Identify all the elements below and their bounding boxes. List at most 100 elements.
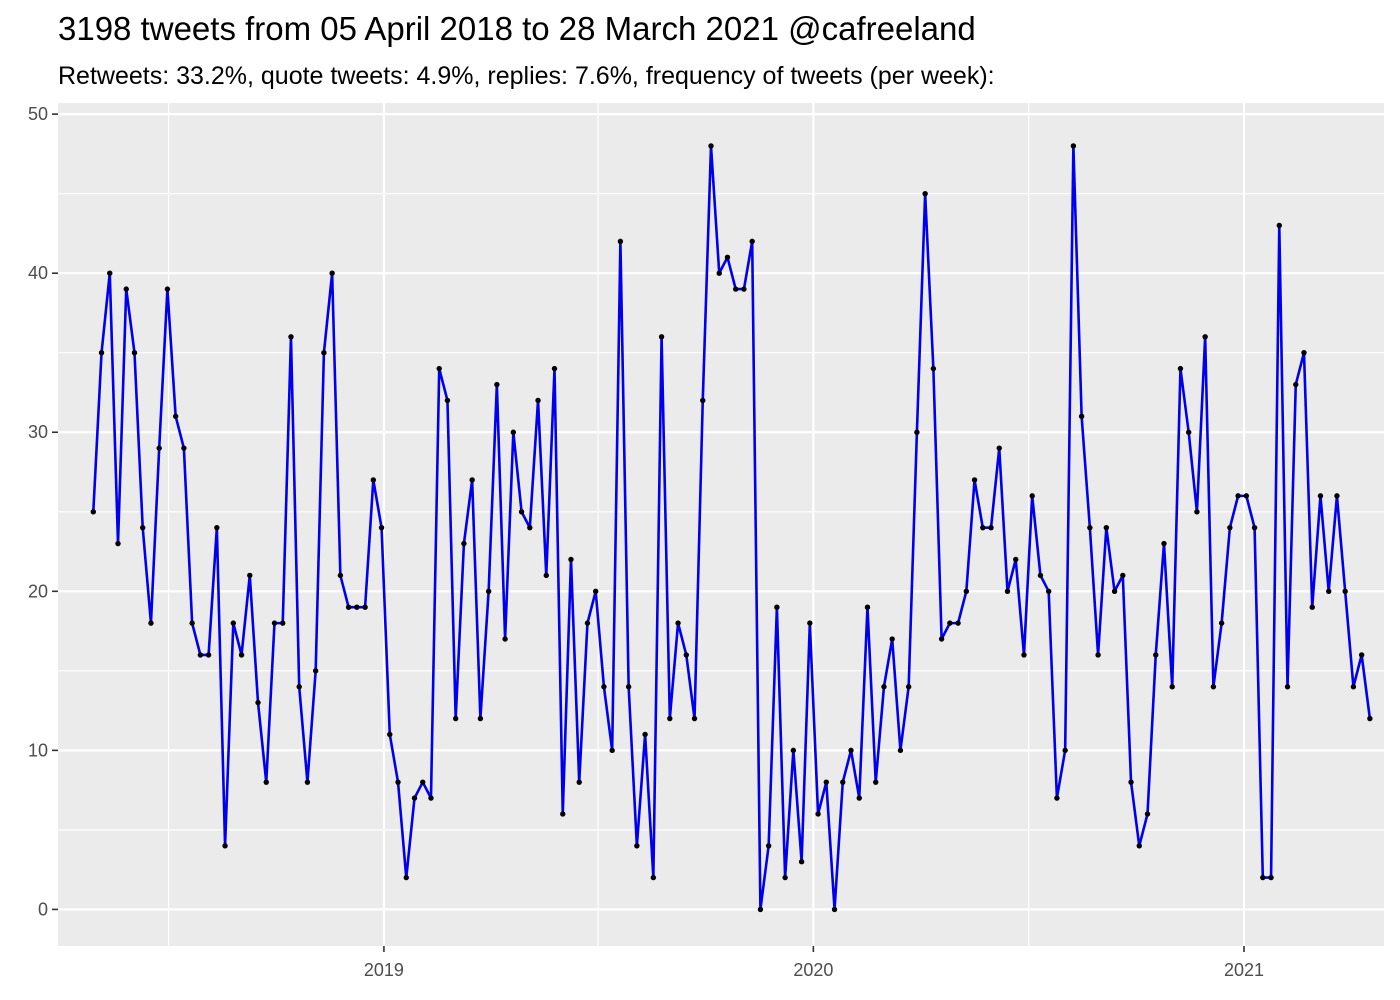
data-point (584, 620, 591, 626)
data-point (873, 779, 879, 785)
data-point (148, 620, 154, 626)
data-point (1309, 604, 1315, 610)
data-point (436, 365, 442, 372)
data-point (362, 604, 368, 610)
y-tick-label: 30 (28, 422, 48, 442)
data-point (848, 747, 854, 754)
data-point (288, 334, 294, 340)
data-point (312, 668, 319, 674)
data-point (461, 540, 467, 547)
data-point (683, 652, 689, 658)
minor-gridlines (58, 103, 1384, 946)
data-point (247, 572, 253, 579)
y-tick-label: 20 (28, 581, 48, 601)
data-point (658, 334, 665, 340)
data-point (1045, 588, 1052, 594)
data-point (733, 286, 739, 292)
data-point (238, 652, 245, 658)
data-point (790, 747, 797, 754)
data-point (691, 715, 698, 722)
data-point (345, 604, 352, 610)
data-point (494, 381, 500, 388)
data-point (1293, 381, 1299, 388)
data-point (395, 779, 401, 785)
data-point (1103, 524, 1110, 531)
data-point (411, 795, 418, 801)
major-gridlines (58, 103, 1384, 946)
data-point (1062, 747, 1068, 754)
data-points (90, 143, 1373, 913)
data-point (222, 843, 228, 849)
data-point (370, 477, 377, 483)
data-point (881, 684, 887, 690)
data-point (535, 397, 541, 404)
data-point (1161, 540, 1167, 547)
data-point (469, 477, 475, 483)
data-point (1235, 493, 1241, 499)
data-point (905, 684, 912, 690)
data-point (205, 652, 212, 658)
data-point (560, 811, 566, 817)
data-point (1037, 572, 1044, 579)
data-point (938, 636, 945, 642)
data-point (947, 620, 953, 626)
data-point (107, 270, 113, 276)
data-point (667, 715, 673, 722)
data-point (1326, 588, 1332, 594)
data-point (1268, 874, 1274, 881)
data-point (568, 556, 574, 563)
data-point (782, 874, 788, 881)
data-point (675, 620, 681, 626)
data-point (807, 620, 813, 626)
data-point (1301, 350, 1307, 356)
data-point (1004, 588, 1011, 594)
data-point (765, 843, 772, 849)
data-point (1029, 493, 1035, 499)
data-point (1021, 652, 1027, 658)
data-point (214, 524, 220, 531)
data-point (337, 572, 344, 579)
data-point (420, 779, 426, 785)
data-point (1120, 572, 1126, 579)
data-point (831, 906, 838, 913)
data-point (164, 286, 171, 292)
x-axis-labels: 2019 2020 2021 (364, 960, 1264, 980)
data-point (1177, 365, 1184, 372)
series-line (92, 144, 1372, 911)
data-point (1111, 588, 1118, 594)
data-point (1013, 556, 1019, 563)
data-point (197, 652, 204, 658)
data-point (354, 604, 360, 610)
data-point (518, 509, 525, 515)
data-point (304, 779, 311, 785)
data-point (387, 731, 393, 738)
data-point (741, 286, 747, 292)
data-point (444, 397, 451, 404)
data-point (527, 524, 533, 531)
plot-panel (58, 103, 1384, 946)
data-point (255, 699, 261, 706)
data-point (296, 684, 302, 690)
data-point (700, 397, 706, 404)
data-point (477, 715, 484, 722)
data-point (1243, 493, 1250, 499)
data-point (1284, 684, 1291, 690)
data-point (543, 572, 549, 579)
data-point (1210, 684, 1217, 690)
data-point (996, 445, 1002, 451)
data-point (428, 795, 434, 801)
data-point (156, 445, 162, 451)
data-point (1194, 509, 1200, 515)
axis-ticks (52, 113, 1245, 952)
data-point (485, 588, 492, 594)
x-tick-label: 2020 (793, 960, 833, 980)
data-point (856, 795, 862, 801)
data-point (1153, 652, 1159, 658)
data-point (280, 620, 286, 626)
data-point (123, 286, 129, 292)
data-point (263, 779, 269, 785)
data-point (181, 445, 187, 451)
data-point (1054, 795, 1060, 801)
data-point (774, 604, 780, 610)
